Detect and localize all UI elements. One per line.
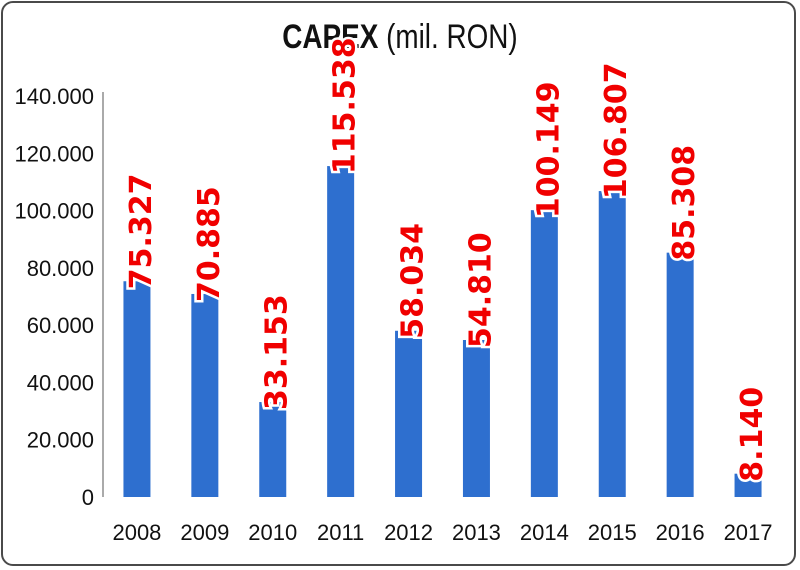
data-label: 75.327: [124, 173, 159, 289]
x-tick-label: 2009: [180, 520, 229, 545]
bar: [259, 402, 287, 497]
x-tick-label: 2014: [520, 520, 569, 545]
bar: [530, 210, 558, 497]
x-tick-label: 2008: [112, 520, 161, 545]
data-label: 8.140: [735, 387, 770, 482]
data-label: 70.885: [192, 186, 227, 302]
x-tick-label: 2011: [317, 520, 364, 545]
x-tick-label: 2016: [656, 520, 705, 545]
data-label: 100.149: [531, 82, 566, 219]
y-axis-ticks: 0 20.000 40.000 60.000 80.000 100.000 120.000 1…: [14, 84, 94, 510]
data-label: 58.034: [396, 223, 431, 339]
data-label: 115.538: [328, 37, 363, 174]
bar: [327, 166, 355, 497]
bar: [123, 281, 151, 497]
data-label: 54.810: [463, 232, 498, 348]
y-tick-label: 120.000: [14, 141, 94, 166]
y-tick-label: 100.000: [14, 199, 94, 224]
bar: [395, 330, 423, 497]
x-axis-ticks: 2008 2009 2010 2011 2012 2013 2014 2015 2016 2017: [112, 520, 772, 545]
y-tick-label: 140.000: [14, 84, 94, 109]
y-tick-label: 20.000: [27, 428, 94, 453]
x-tick-label: 2015: [588, 520, 637, 545]
bar: [666, 252, 694, 497]
y-tick-label: 40.000: [27, 370, 94, 395]
x-tick-label: 2013: [452, 520, 501, 545]
chart-title-main: CAPEX: [282, 18, 379, 56]
bar: [462, 340, 490, 497]
data-labels: 75.327 70.885 33.153 115.538 58.034 54.810 100…: [121, 35, 772, 484]
x-tick-label: 2017: [724, 520, 773, 545]
y-tick-label: 0: [82, 485, 94, 510]
x-tick-label: 2012: [384, 520, 433, 545]
bar: [598, 191, 626, 498]
data-label: 33.153: [260, 294, 295, 410]
chart-title-unit: (mil. RON): [386, 18, 518, 56]
bar: [734, 473, 762, 497]
x-tick-label: 2010: [248, 520, 297, 545]
bars: [123, 166, 762, 498]
bar: [191, 293, 219, 497]
data-label: 106.807: [599, 62, 634, 199]
chart-title: CAPEX (mil. RON): [72, 18, 728, 57]
y-tick-label: 60.000: [27, 313, 94, 338]
data-label: 85.308: [667, 145, 702, 261]
y-tick-label: 80.000: [27, 256, 94, 281]
